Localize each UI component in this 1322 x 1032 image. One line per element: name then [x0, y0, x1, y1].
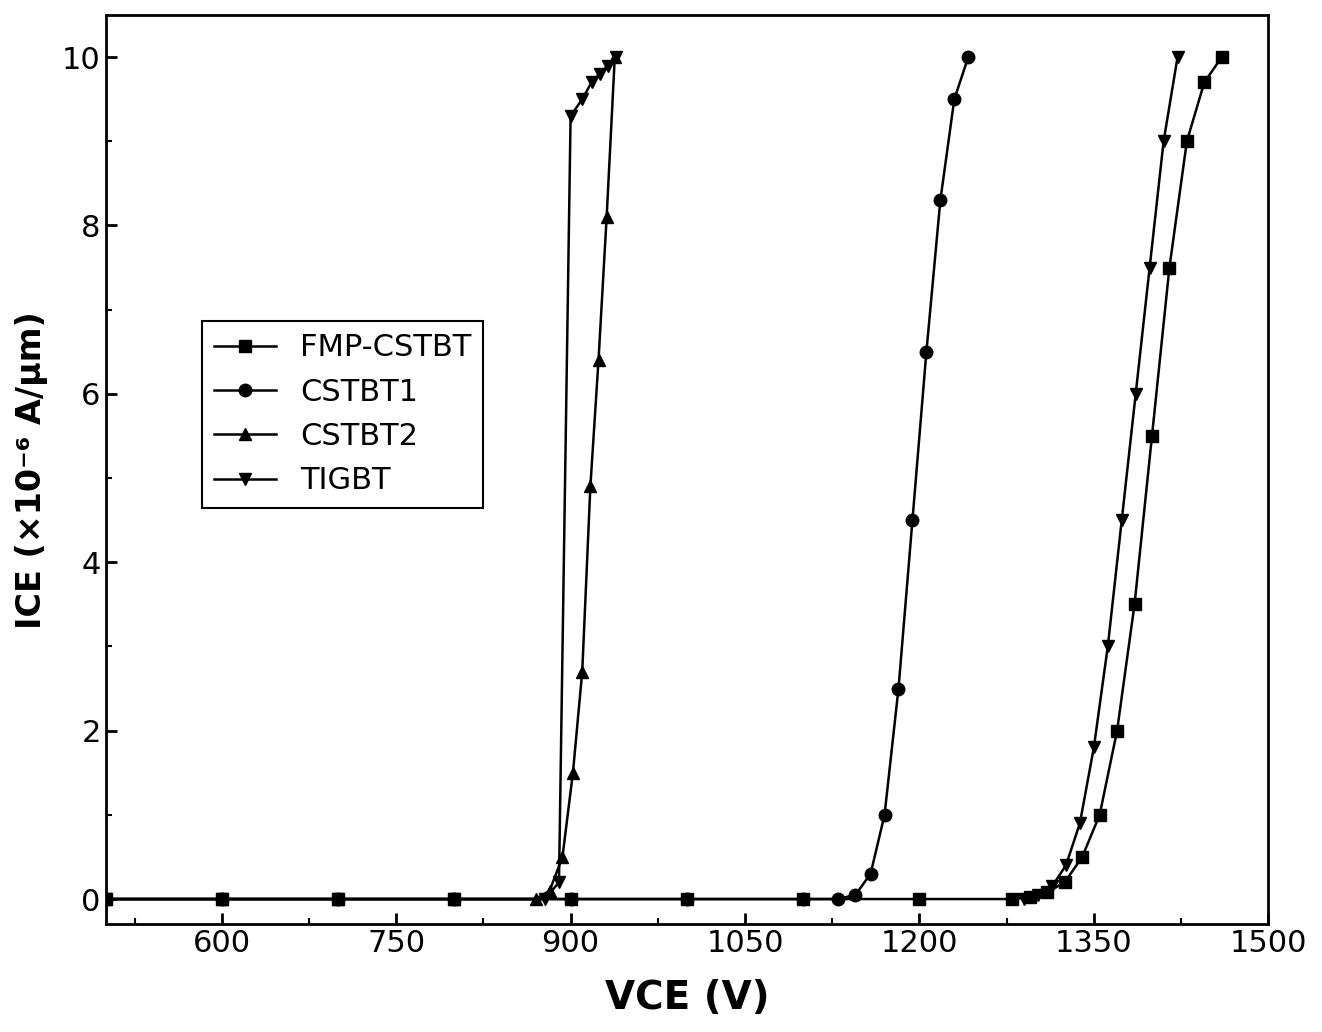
- TIGBT: [551, 876, 567, 889]
- Line: CSTBT2: CSTBT2: [99, 51, 621, 905]
- CSTBT1: [932, 194, 948, 206]
- FMP-CSTBT: [563, 893, 579, 905]
- FMP-CSTBT: [1214, 51, 1229, 63]
- CSTBT1: [863, 868, 879, 880]
- X-axis label: VCE (V): VCE (V): [604, 979, 769, 1017]
- CSTBT1: [563, 893, 579, 905]
- CSTBT1: [680, 893, 695, 905]
- TIGBT: [214, 893, 230, 905]
- FMP-CSTBT: [1196, 76, 1212, 89]
- CSTBT2: [98, 893, 114, 905]
- FMP-CSTBT: [1005, 893, 1021, 905]
- CSTBT2: [607, 51, 623, 63]
- CSTBT1: [960, 51, 976, 63]
- CSTBT2: [542, 884, 558, 897]
- FMP-CSTBT: [1092, 809, 1108, 821]
- FMP-CSTBT: [1126, 599, 1142, 611]
- CSTBT1: [919, 346, 935, 358]
- FMP-CSTBT: [680, 893, 695, 905]
- TIGBT: [600, 59, 616, 71]
- CSTBT1: [830, 893, 846, 905]
- CSTBT1: [947, 93, 962, 105]
- CSTBT2: [447, 893, 463, 905]
- FMP-CSTBT: [1039, 886, 1055, 899]
- CSTBT2: [554, 850, 570, 863]
- FMP-CSTBT: [447, 893, 463, 905]
- FMP-CSTBT: [911, 893, 927, 905]
- CSTBT2: [591, 354, 607, 366]
- CSTBT1: [447, 893, 463, 905]
- CSTBT2: [583, 480, 599, 492]
- TIGBT: [583, 76, 599, 89]
- FMP-CSTBT: [796, 893, 812, 905]
- CSTBT2: [574, 666, 590, 678]
- TIGBT: [98, 893, 114, 905]
- TIGBT: [563, 109, 579, 122]
- FMP-CSTBT: [1162, 261, 1178, 273]
- Line: TIGBT: TIGBT: [99, 51, 623, 905]
- FMP-CSTBT: [1144, 429, 1159, 442]
- FMP-CSTBT: [1022, 892, 1038, 904]
- FMP-CSTBT: [214, 893, 230, 905]
- CSTBT2: [527, 893, 543, 905]
- CSTBT1: [796, 893, 812, 905]
- CSTBT2: [330, 893, 346, 905]
- CSTBT1: [330, 893, 346, 905]
- TIGBT: [592, 68, 608, 80]
- TIGBT: [537, 893, 553, 905]
- FMP-CSTBT: [1056, 876, 1072, 889]
- CSTBT1: [847, 889, 863, 901]
- Legend: FMP-CSTBT, CSTBT1, CSTBT2, TIGBT: FMP-CSTBT, CSTBT1, CSTBT2, TIGBT: [202, 321, 484, 508]
- TIGBT: [608, 51, 624, 63]
- TIGBT: [330, 893, 346, 905]
- FMP-CSTBT: [1075, 850, 1091, 863]
- CSTBT2: [564, 767, 580, 779]
- CSTBT1: [876, 809, 892, 821]
- TIGBT: [447, 893, 463, 905]
- CSTBT2: [599, 211, 615, 223]
- CSTBT2: [214, 893, 230, 905]
- CSTBT1: [904, 514, 920, 526]
- CSTBT1: [98, 893, 114, 905]
- FMP-CSTBT: [1179, 135, 1195, 148]
- FMP-CSTBT: [330, 893, 346, 905]
- CSTBT1: [891, 682, 907, 695]
- FMP-CSTBT: [1109, 724, 1125, 737]
- FMP-CSTBT: [98, 893, 114, 905]
- Y-axis label: ICE (×10⁻⁶ A/μm): ICE (×10⁻⁶ A/μm): [15, 311, 48, 628]
- TIGBT: [574, 93, 590, 105]
- Line: CSTBT1: CSTBT1: [99, 51, 974, 905]
- CSTBT1: [214, 893, 230, 905]
- Line: FMP-CSTBT: FMP-CSTBT: [99, 51, 1228, 905]
